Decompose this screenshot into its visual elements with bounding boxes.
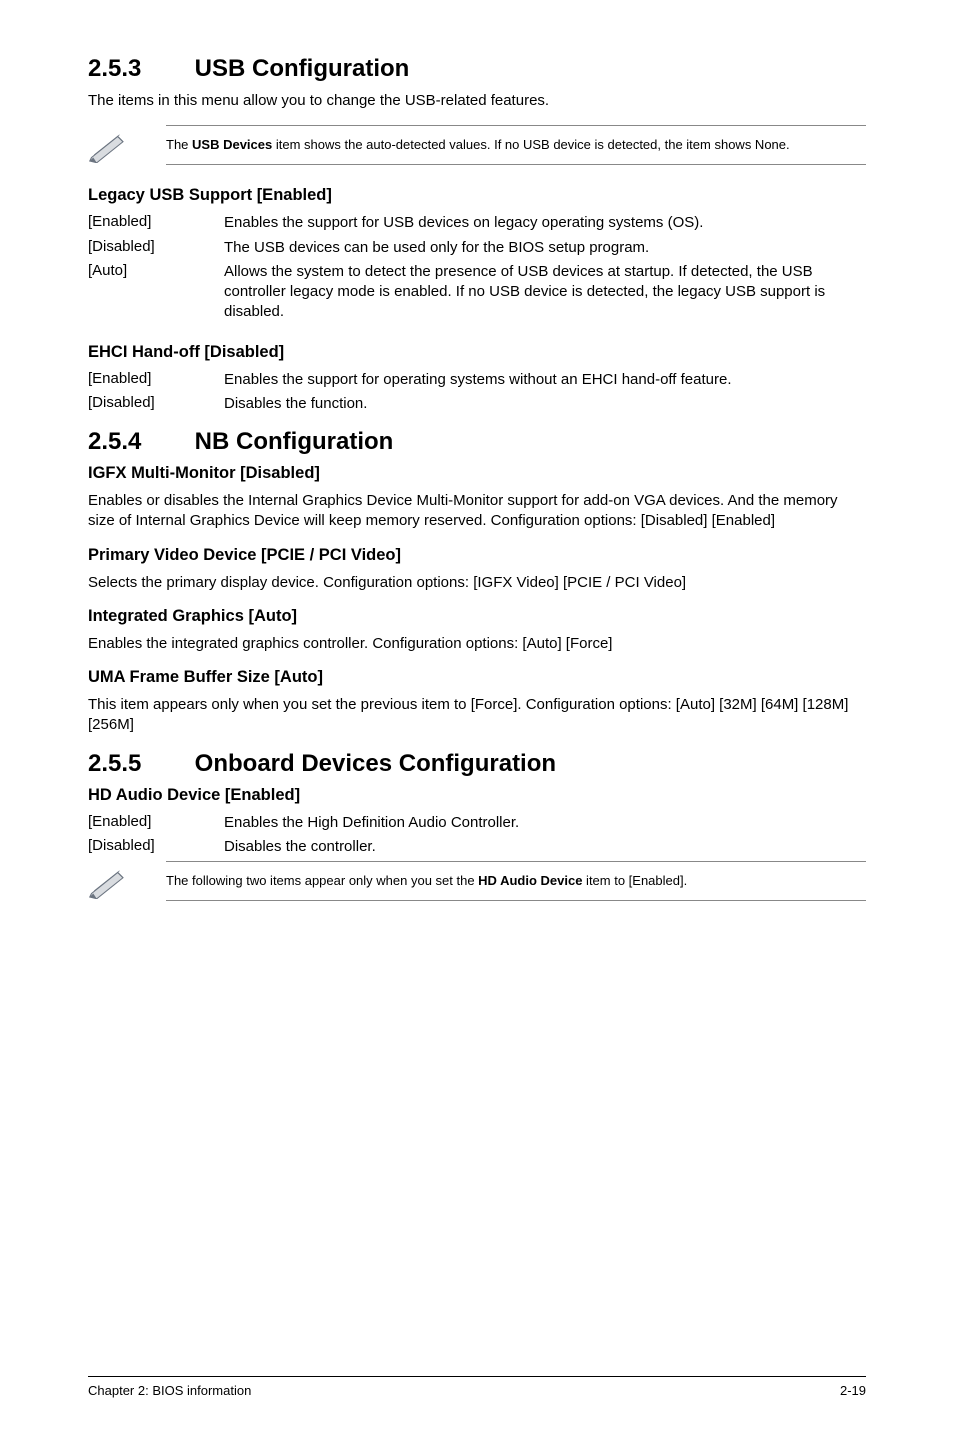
option-val: Allows the system to detect the presence… [224,262,866,323]
heading-253: 2.5.3 USB Configuration [88,55,866,83]
option-row: [Enabled] Enables the High Definition Au… [88,813,866,833]
option-val: The USB devices can be used only for the… [224,238,866,258]
footer-right: 2-19 [840,1383,866,1398]
para-253-intro: The items in this menu allow you to chan… [88,91,866,111]
heading-253-num: 2.5.3 [88,55,188,83]
pencil-icon [88,861,166,904]
note-usb-devices: The USB Devices item shows the auto-dete… [88,125,866,168]
heading-253-title: USB Configuration [195,55,410,82]
para-pvd: Selects the primary display device. Conf… [88,573,866,593]
heading-255: 2.5.5 Onboard Devices Configuration [88,750,866,778]
option-key: [Disabled] [88,394,224,414]
page-footer: Chapter 2: BIOS information 2-19 [88,1376,866,1398]
option-key: [Enabled] [88,813,224,833]
heading-pvd: Primary Video Device [PCIE / PCI Video] [88,546,866,565]
heading-legacy-usb: Legacy USB Support [Enabled] [88,186,866,205]
option-row: [Disabled] Disables the controller. [88,837,866,857]
option-val: Disables the controller. [224,837,866,857]
option-key: [Enabled] [88,370,224,390]
heading-igfx: IGFX Multi-Monitor [Disabled] [88,464,866,483]
option-row: [Enabled] Enables the support for USB de… [88,213,866,233]
note-text-bold: HD Audio Device [478,873,582,888]
option-key: [Enabled] [88,213,224,233]
option-row: [Disabled] Disables the function. [88,394,866,414]
note-text-suffix: item to [Enabled]. [582,873,687,888]
option-val: Enables the support for USB devices on l… [224,213,866,233]
heading-uma: UMA Frame Buffer Size [Auto] [88,668,866,687]
para-igfx: Enables or disables the Internal Graphic… [88,491,866,532]
note-usb-devices-text: The USB Devices item shows the auto-dete… [166,125,866,165]
option-val: Enables the support for operating system… [224,370,866,390]
footer-left: Chapter 2: BIOS information [88,1383,251,1398]
note-hd-audio-text: The following two items appear only when… [166,861,866,901]
para-uma: This item appears only when you set the … [88,695,866,736]
pencil-icon [88,125,166,168]
heading-ig: Integrated Graphics [Auto] [88,607,866,626]
note-text-bold: USB Devices [192,137,272,152]
page-container: 2.5.3 USB Configuration The items in thi… [0,0,954,1438]
heading-254-title: NB Configuration [195,428,394,455]
option-val: Disables the function. [224,394,866,414]
note-text-prefix: The [166,137,192,152]
note-text-prefix: The following two items appear only when… [166,873,478,888]
note-hd-audio: The following two items appear only when… [88,861,866,904]
heading-255-title: Onboard Devices Configuration [195,750,556,777]
option-row: [Enabled] Enables the support for operat… [88,370,866,390]
option-key: [Disabled] [88,238,224,258]
option-row: [Disabled] The USB devices can be used o… [88,238,866,258]
option-key: [Disabled] [88,837,224,857]
heading-ehci: EHCI Hand-off [Disabled] [88,343,866,362]
option-key: [Auto] [88,262,224,323]
option-val: Enables the High Definition Audio Contro… [224,813,866,833]
heading-255-num: 2.5.5 [88,750,188,778]
heading-254: 2.5.4 NB Configuration [88,428,866,456]
note-text-suffix: item shows the auto-detected values. If … [272,137,789,152]
option-row: [Auto] Allows the system to detect the p… [88,262,866,323]
heading-254-num: 2.5.4 [88,428,188,456]
heading-hda: HD Audio Device [Enabled] [88,786,866,805]
para-ig: Enables the integrated graphics controll… [88,634,866,654]
